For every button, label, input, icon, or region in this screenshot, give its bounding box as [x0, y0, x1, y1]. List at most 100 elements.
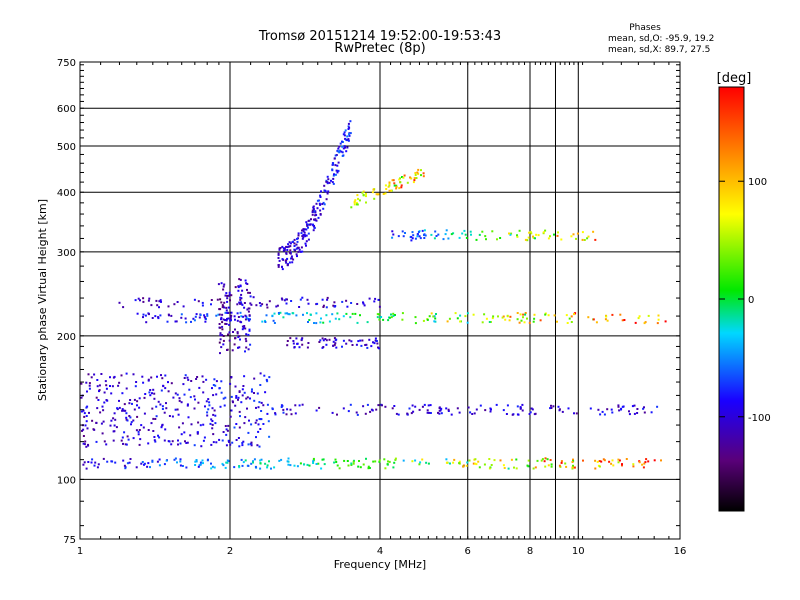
- data-point: [231, 441, 234, 444]
- data-point: [272, 319, 275, 322]
- data-point: [283, 299, 286, 302]
- data-point: [230, 376, 233, 378]
- data-point: [416, 235, 419, 238]
- data-point: [229, 443, 232, 446]
- data-point: [653, 459, 656, 462]
- data-point: [228, 441, 231, 443]
- data-point: [426, 409, 429, 412]
- data-point: [139, 299, 141, 302]
- data-point: [226, 300, 229, 303]
- data-point: [356, 194, 359, 197]
- data-point: [257, 406, 260, 409]
- data-point: [332, 340, 335, 343]
- data-point: [264, 319, 266, 322]
- data-point: [163, 411, 166, 414]
- data-point: [211, 427, 214, 430]
- data-point: [198, 464, 201, 467]
- data-point: [250, 441, 253, 444]
- data-point: [508, 232, 510, 235]
- data-point: [186, 404, 189, 407]
- data-point: [310, 218, 312, 221]
- data-point: [632, 463, 635, 466]
- data-point: [335, 154, 338, 156]
- y-tick-label: 750: [57, 58, 76, 69]
- data-point: [226, 459, 229, 462]
- data-point: [227, 317, 230, 320]
- data-point: [244, 279, 247, 282]
- data-point: [297, 250, 300, 253]
- data-point: [257, 430, 260, 433]
- data-point: [132, 419, 135, 422]
- data-point: [302, 234, 305, 236]
- data-point: [214, 422, 217, 425]
- data-point: [292, 342, 295, 345]
- data-point: [392, 314, 395, 317]
- data-point: [535, 233, 538, 236]
- data-point: [332, 344, 335, 347]
- data-point: [184, 374, 187, 377]
- data-point: [242, 461, 245, 464]
- data-point: [233, 315, 236, 318]
- data-point: [116, 407, 119, 410]
- data-point: [202, 462, 204, 465]
- x-tick-label: 10: [572, 546, 585, 557]
- data-point: [572, 464, 574, 467]
- data-point: [384, 405, 387, 408]
- data-point: [589, 407, 592, 410]
- data-point: [135, 381, 138, 383]
- data-point: [241, 444, 244, 447]
- data-point: [308, 319, 311, 321]
- data-point: [423, 237, 426, 239]
- data-point: [212, 413, 215, 416]
- data-point: [284, 312, 287, 315]
- data-point: [98, 384, 101, 387]
- data-point: [158, 306, 160, 309]
- data-point: [224, 466, 227, 469]
- data-point: [411, 231, 414, 234]
- data-point: [289, 249, 292, 252]
- data-point: [426, 318, 429, 321]
- data-point: [243, 306, 246, 309]
- data-point: [142, 316, 144, 319]
- data-point: [233, 466, 236, 469]
- data-point: [406, 412, 409, 415]
- data-point: [161, 377, 164, 380]
- data-point: [334, 305, 336, 308]
- data-point: [331, 313, 334, 316]
- data-point: [312, 208, 315, 211]
- data-point: [296, 240, 299, 243]
- data-point: [249, 302, 252, 305]
- data-point: [260, 418, 263, 421]
- data-point: [350, 340, 353, 343]
- data-point: [238, 335, 241, 338]
- data-point: [219, 308, 222, 311]
- data-point: [375, 340, 378, 342]
- data-point: [362, 190, 365, 193]
- data-point: [345, 299, 348, 302]
- data-point: [229, 317, 232, 320]
- data-point: [381, 404, 383, 407]
- chart-title: Tromsø 20151214 19:52:00-19:53:43: [258, 29, 501, 44]
- data-point: [94, 461, 97, 464]
- data-point: [582, 459, 584, 462]
- data-point: [397, 413, 400, 416]
- data-point: [549, 235, 551, 238]
- data-point: [503, 467, 506, 469]
- data-point: [373, 300, 376, 303]
- data-point: [334, 458, 337, 461]
- data-point: [524, 238, 527, 241]
- data-point: [196, 431, 199, 434]
- data-point: [510, 232, 513, 235]
- data-point: [347, 464, 350, 467]
- data-point: [250, 423, 253, 426]
- data-point: [319, 339, 322, 342]
- data-point: [151, 392, 153, 395]
- data-point: [190, 423, 193, 426]
- data-point: [149, 466, 151, 469]
- data-point: [233, 343, 236, 346]
- data-point: [364, 412, 367, 415]
- data-point: [414, 172, 417, 174]
- data-point: [597, 408, 600, 411]
- data-point: [121, 392, 124, 395]
- data-point: [439, 409, 442, 412]
